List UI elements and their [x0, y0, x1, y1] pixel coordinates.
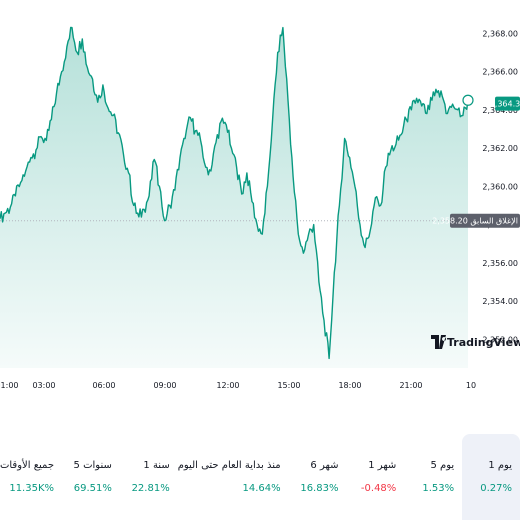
- period-change-value: 16.83%: [300, 483, 339, 494]
- x-tick-label: 09:00: [153, 381, 176, 390]
- x-tick-label: 12:00: [216, 381, 239, 390]
- y-tick-label: 2,362.00: [482, 144, 518, 153]
- period-tab[interactable]: 6 شهر 16.83%: [289, 434, 347, 520]
- period-label: 5 سنوات: [73, 460, 112, 471]
- x-tick-label: 18:00: [338, 381, 361, 390]
- y-tick-label: 2,368.00: [482, 29, 518, 38]
- period-tab[interactable]: 5 سنوات 69.51%: [62, 434, 120, 520]
- tradingview-logo: TradingView: [431, 335, 520, 349]
- price-axis: 2,352.002,354.002,356.002,358.002,360.00…: [482, 29, 518, 344]
- period-change-value: -0.48%: [360, 483, 397, 494]
- period-tab[interactable]: 1 سنة 22.81%: [120, 434, 178, 520]
- y-tick-label: 2,360.00: [482, 182, 518, 191]
- time-axis: 01:00 03:00 06:00 09:00 12:00 15:00 18:00 21:00…: [0, 381, 476, 390]
- period-label: جميع الأوقات: [0, 460, 55, 471]
- period-change-value: 11.35K%: [9, 483, 55, 494]
- period-tab[interactable]: منذ بداية العام حتى اليوم 14.64%: [178, 434, 289, 520]
- period-change-value: 0.27%: [480, 483, 512, 494]
- tradingview-logo-icon: [431, 335, 447, 349]
- period-tab[interactable]: 5 يوم 1.53%: [404, 434, 462, 520]
- x-tick-label: 06:00: [92, 381, 115, 390]
- y-tick-label: 2,354.00: [482, 297, 518, 306]
- price-chart[interactable]: 2,352.002,354.002,356.002,358.002,360.00…: [0, 0, 520, 400]
- x-tick-label: 15:00: [277, 381, 300, 390]
- period-change-value: 69.51%: [73, 483, 112, 494]
- y-tick-label: 2,366.00: [482, 68, 518, 77]
- previous-close-tag-text: الإغلاق السابق 2,358.20: [432, 217, 518, 227]
- current-price-tag-text: 2,364.32: [490, 100, 520, 109]
- performance-periods: 1 يوم 0.27% 5 يوم 1.53% 1 شهر -0.48% 6 شهر 16.8…: [0, 434, 520, 520]
- period-change-value: 14.64%: [242, 483, 281, 494]
- period-label: 1 سنة: [143, 460, 170, 471]
- period-label: 1 شهر: [368, 460, 397, 471]
- x-tick-label: 21:00: [399, 381, 422, 390]
- period-label: 6 شهر: [310, 460, 339, 471]
- current-price-tag: 2,364.32: [490, 96, 520, 111]
- period-label: منذ بداية العام حتى اليوم: [177, 460, 281, 471]
- y-tick-label: 2,352.00: [482, 335, 518, 344]
- price-area-fill: [0, 27, 468, 369]
- last-point-ring: [462, 94, 474, 106]
- period-label: 1 يوم: [488, 460, 512, 471]
- y-tick-label: 2,356.00: [482, 259, 518, 268]
- x-tick-label: 01:00: [0, 381, 19, 390]
- period-tab[interactable]: 1 يوم 0.27%: [462, 434, 520, 520]
- x-tick-label: 10: [466, 381, 476, 390]
- last-point-marker: [462, 94, 474, 106]
- period-tab[interactable]: 1 شهر -0.48%: [346, 434, 404, 520]
- period-tab[interactable]: جميع الأوقات 11.35K%: [0, 434, 62, 520]
- tradingview-logo-text: TradingView: [447, 336, 520, 349]
- period-change-value: 22.81%: [131, 483, 170, 494]
- price-series-line: [0, 26, 469, 360]
- period-label: 5 يوم: [430, 460, 455, 471]
- period-change-value: 1.53%: [422, 483, 455, 494]
- previous-close-tag: الإغلاق السابق 2,358.20: [432, 213, 520, 228]
- x-tick-label: 03:00: [32, 381, 55, 390]
